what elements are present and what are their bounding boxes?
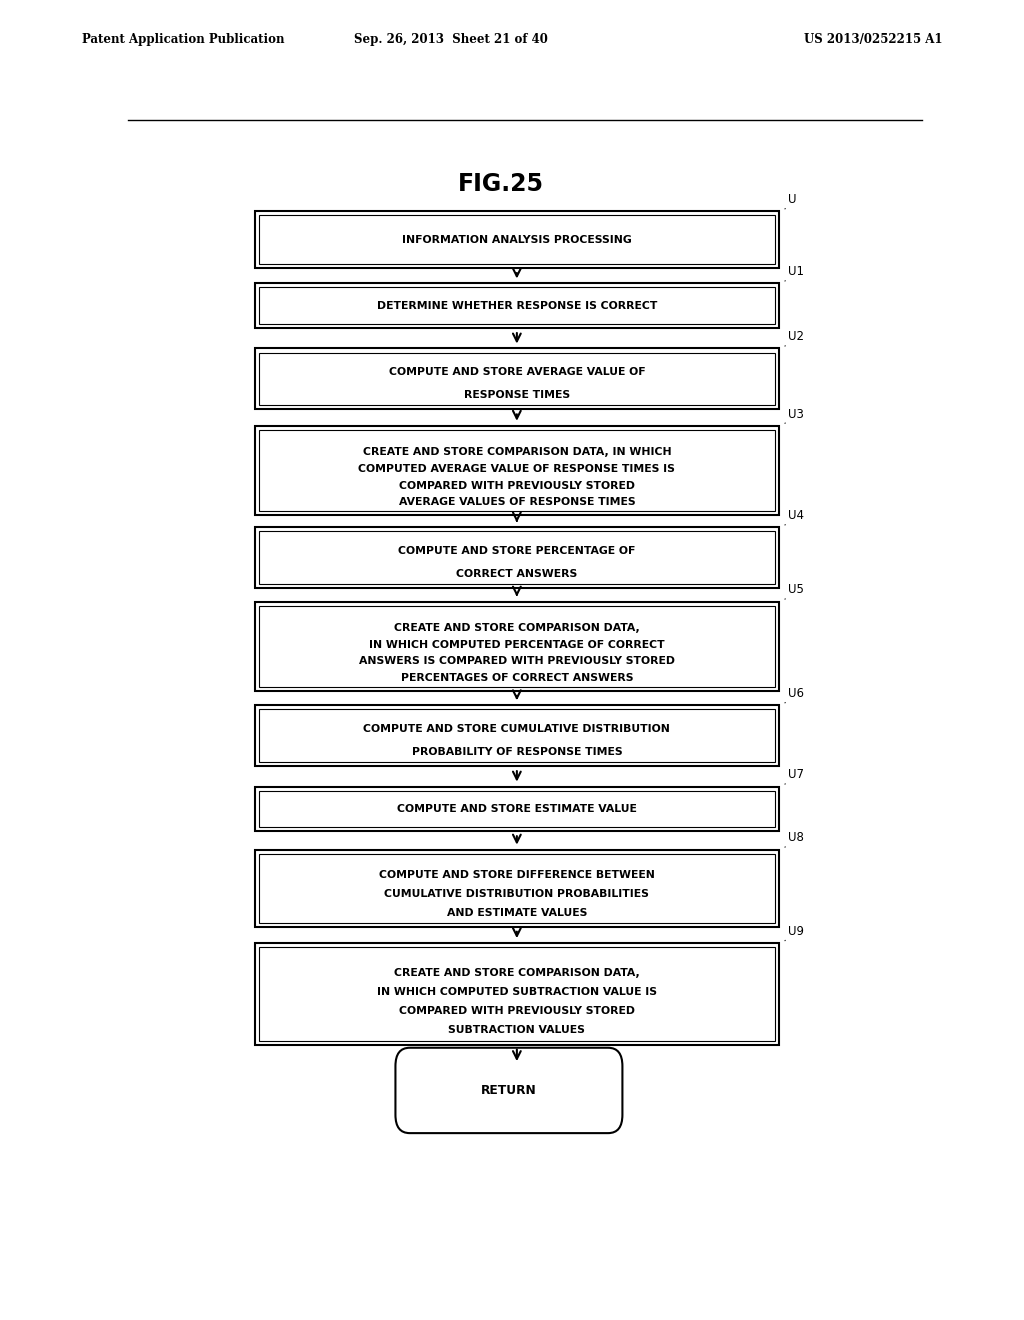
Bar — [255, 850, 778, 927]
Bar — [255, 528, 778, 589]
Text: Patent Application Publication: Patent Application Publication — [82, 33, 285, 46]
Text: RESPONSE TIMES: RESPONSE TIMES — [464, 389, 570, 400]
Bar — [259, 215, 775, 264]
Text: Sep. 26, 2013  Sheet 21 of 40: Sep. 26, 2013 Sheet 21 of 40 — [353, 33, 548, 46]
Bar — [255, 705, 778, 766]
Text: INFORMATION ANALYSIS PROCESSING: INFORMATION ANALYSIS PROCESSING — [402, 235, 632, 244]
Text: PERCENTAGES OF CORRECT ANSWERS: PERCENTAGES OF CORRECT ANSWERS — [400, 673, 633, 684]
Text: COMPUTE AND STORE DIFFERENCE BETWEEN: COMPUTE AND STORE DIFFERENCE BETWEEN — [379, 870, 654, 879]
Text: U: U — [788, 193, 797, 206]
Bar — [259, 709, 775, 762]
Bar — [255, 348, 778, 409]
Text: CREATE AND STORE COMPARISON DATA, IN WHICH: CREATE AND STORE COMPARISON DATA, IN WHI… — [362, 447, 671, 457]
Text: COMPUTE AND STORE PERCENTAGE OF: COMPUTE AND STORE PERCENTAGE OF — [398, 546, 636, 556]
Bar — [259, 606, 775, 686]
Bar — [255, 426, 778, 515]
Text: CREATE AND STORE COMPARISON DATA,: CREATE AND STORE COMPARISON DATA, — [394, 968, 640, 978]
Text: U6: U6 — [788, 688, 804, 700]
Text: AVERAGE VALUES OF RESPONSE TIMES: AVERAGE VALUES OF RESPONSE TIMES — [398, 498, 635, 507]
Text: U1: U1 — [788, 265, 804, 279]
Text: U7: U7 — [788, 768, 804, 781]
Text: RETURN: RETURN — [481, 1084, 537, 1097]
Bar — [255, 787, 778, 832]
Bar — [259, 948, 775, 1040]
Text: U3: U3 — [788, 408, 804, 421]
Bar — [259, 532, 775, 585]
Text: ANSWERS IS COMPARED WITH PREVIOUSLY STORED: ANSWERS IS COMPARED WITH PREVIOUSLY STOR… — [358, 656, 675, 667]
Text: AND ESTIMATE VALUES: AND ESTIMATE VALUES — [446, 908, 587, 919]
Text: COMPUTE AND STORE ESTIMATE VALUE: COMPUTE AND STORE ESTIMATE VALUE — [397, 804, 637, 814]
Text: IN WHICH COMPUTED SUBTRACTION VALUE IS: IN WHICH COMPUTED SUBTRACTION VALUE IS — [377, 987, 656, 997]
Bar — [259, 854, 775, 923]
Text: COMPARED WITH PREVIOUSLY STORED: COMPARED WITH PREVIOUSLY STORED — [399, 1006, 635, 1016]
Text: COMPUTE AND STORE CUMULATIVE DISTRIBUTION: COMPUTE AND STORE CUMULATIVE DISTRIBUTIO… — [364, 723, 671, 734]
Text: SUBTRACTION VALUES: SUBTRACTION VALUES — [449, 1026, 586, 1035]
Text: CORRECT ANSWERS: CORRECT ANSWERS — [457, 569, 578, 579]
Text: DETERMINE WHETHER RESPONSE IS CORRECT: DETERMINE WHETHER RESPONSE IS CORRECT — [377, 301, 657, 310]
Text: U4: U4 — [788, 510, 804, 523]
Bar — [255, 602, 778, 690]
Bar — [259, 430, 775, 511]
Text: COMPUTE AND STORE AVERAGE VALUE OF: COMPUTE AND STORE AVERAGE VALUE OF — [388, 367, 645, 378]
Bar — [259, 791, 775, 828]
FancyBboxPatch shape — [395, 1048, 623, 1133]
Text: COMPUTED AVERAGE VALUE OF RESPONSE TIMES IS: COMPUTED AVERAGE VALUE OF RESPONSE TIMES… — [358, 463, 675, 474]
Text: IN WHICH COMPUTED PERCENTAGE OF CORRECT: IN WHICH COMPUTED PERCENTAGE OF CORRECT — [369, 640, 665, 649]
Text: U2: U2 — [788, 330, 804, 343]
Text: PROBABILITY OF RESPONSE TIMES: PROBABILITY OF RESPONSE TIMES — [412, 747, 623, 756]
Text: COMPARED WITH PREVIOUSLY STORED: COMPARED WITH PREVIOUSLY STORED — [399, 480, 635, 491]
Text: U9: U9 — [788, 925, 804, 939]
Text: CREATE AND STORE COMPARISON DATA,: CREATE AND STORE COMPARISON DATA, — [394, 623, 640, 632]
Text: CUMULATIVE DISTRIBUTION PROBABILITIES: CUMULATIVE DISTRIBUTION PROBABILITIES — [384, 888, 649, 899]
Text: FIG.25: FIG.25 — [458, 172, 544, 195]
Bar — [259, 352, 775, 405]
Bar — [255, 284, 778, 329]
Bar — [255, 942, 778, 1044]
Bar — [259, 288, 775, 325]
Bar — [255, 211, 778, 268]
Text: US 2013/0252215 A1: US 2013/0252215 A1 — [804, 33, 942, 46]
Text: U8: U8 — [788, 832, 804, 845]
Text: U5: U5 — [788, 583, 804, 597]
